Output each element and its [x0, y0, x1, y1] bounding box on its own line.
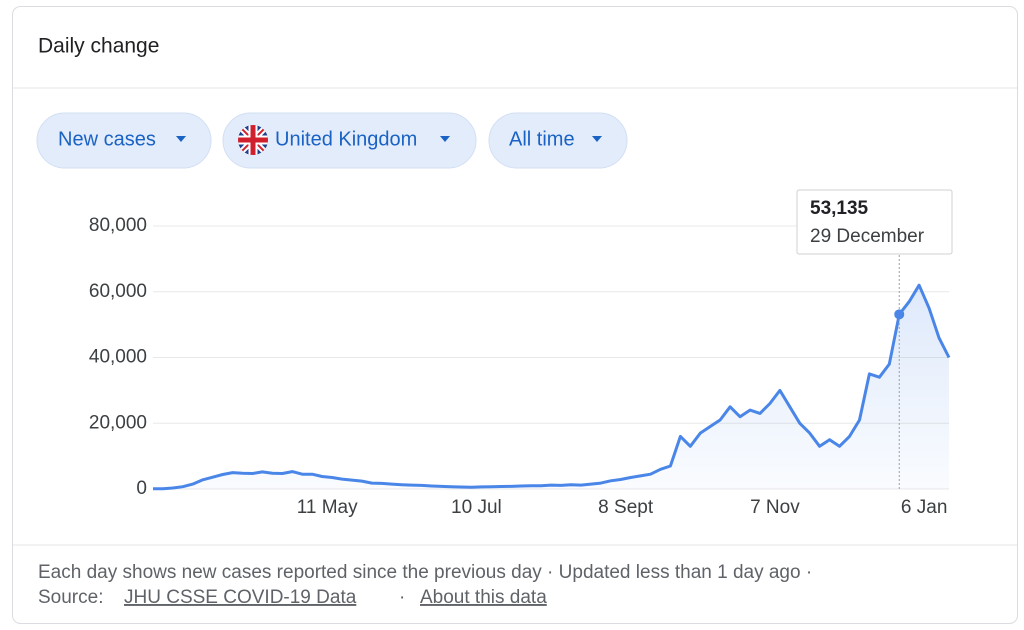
x-tick-label: 11 May [297, 497, 358, 518]
y-tick-label: 0 [136, 478, 147, 499]
footer-note: Each day shows new cases reported since … [38, 562, 812, 583]
dropdown-arrow [440, 136, 450, 142]
source-label: Source: [38, 587, 103, 608]
y-tick-label: 80,000 [89, 215, 147, 236]
x-tick-label: 8 Sept [598, 497, 654, 518]
x-tick-label: 10 Jul [451, 497, 502, 518]
chart: 0 20,000 40,000 60,000 80,000 11 May 10 Jul 8 S… [89, 189, 953, 518]
x-tick-label: 6 Jan [901, 497, 947, 518]
dropdown-arrow [592, 136, 602, 142]
period-chip[interactable] [488, 112, 628, 169]
tooltip-box [796, 189, 953, 255]
chip-label: All time [509, 128, 575, 150]
y-tick-label: 20,000 [89, 412, 147, 433]
chip-label: United Kingdom [275, 128, 417, 150]
area-fill [153, 285, 949, 489]
source-link[interactable]: JHU CSSE COVID-19 Data [124, 587, 357, 608]
tooltip: 53,135 29 December [796, 189, 953, 255]
chip-label: New cases [58, 128, 156, 150]
uk-flag [238, 125, 268, 155]
separator: · [399, 587, 405, 608]
tooltip-value: 53,135 [810, 198, 869, 219]
about-link[interactable]: About this data [420, 587, 547, 608]
x-tick-label: 7 Nov [750, 497, 800, 518]
metric-chip[interactable] [36, 112, 212, 169]
y-tick-label: 60,000 [89, 281, 147, 302]
tooltip-date: 29 December [810, 226, 925, 247]
region-chip[interactable] [222, 112, 477, 169]
card-title: Daily change [38, 35, 159, 58]
hover-dot [894, 309, 905, 320]
dropdown-arrow [176, 136, 186, 142]
series-line [152, 283, 951, 491]
card-border [12, 6, 1018, 624]
y-tick-label: 40,000 [89, 347, 147, 368]
